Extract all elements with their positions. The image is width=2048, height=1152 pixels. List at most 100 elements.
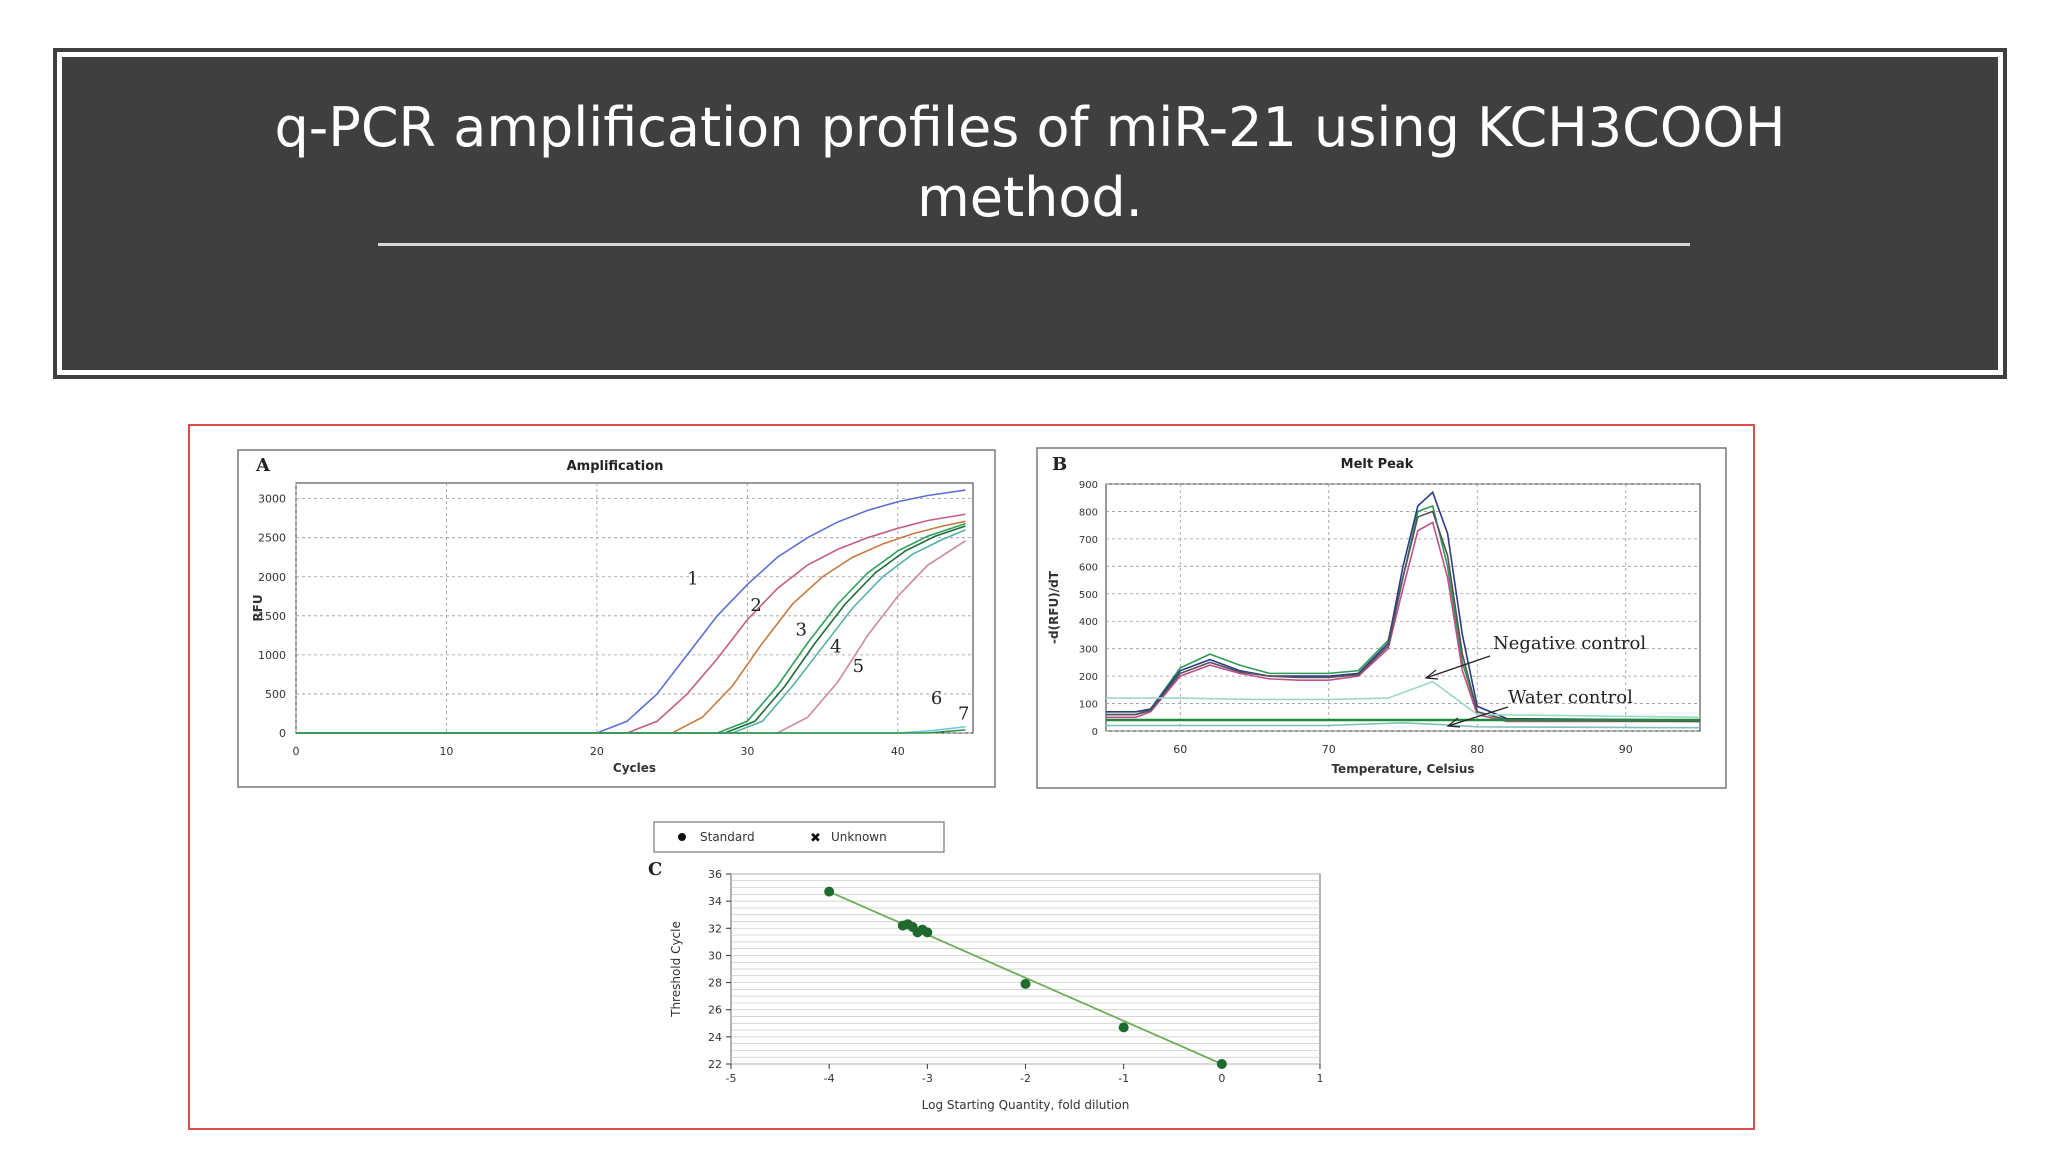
panel-a-xtick-label: 10 <box>439 745 453 758</box>
panel-a-series-line <box>296 513 966 734</box>
panel-b-ylabel: -d(RFU)/dT <box>1047 570 1061 644</box>
panel-b-xtick-label: 80 <box>1470 743 1484 756</box>
panel-c-data-point <box>1216 1059 1227 1069</box>
slide-title: q-PCR amplification profiles of miR-21 u… <box>62 93 1998 233</box>
panel-a-curve-label: 1 <box>687 569 698 590</box>
panel-b-series-line <box>1106 504 1700 721</box>
panel-a-ytick-label: 1500 <box>258 610 286 623</box>
panel-c-ytick-label: 28 <box>708 977 722 990</box>
panel-c-ytick-label: 22 <box>708 1058 722 1071</box>
panel-c-ylabel: Threshold Cycle <box>669 921 683 1018</box>
panel-a-ylabel: RFU <box>251 594 265 621</box>
panel-b-ytick-label: 600 <box>1079 562 1098 573</box>
panel-b-xtick-label: 70 <box>1322 743 1336 756</box>
panel-c-legend-box <box>653 821 945 853</box>
panel-a-xtick-label: 40 <box>891 745 905 758</box>
panel-c-ytick-label: 24 <box>708 1031 722 1044</box>
panel-b-ytick-label: 500 <box>1079 590 1098 601</box>
panel-a-curve-label: 6 <box>931 688 942 709</box>
title-banner: q-PCR amplification profiles of miR-21 u… <box>53 48 2007 379</box>
panel-a-ytick-label: 2500 <box>258 532 286 545</box>
panel-b: B Melt Peak 0 100 200 300 400 500 600 700 800 900 60… <box>1036 447 1727 789</box>
panel-a-xtick-label: 0 <box>293 745 300 758</box>
panel-c-ytick-label: 26 <box>708 1004 722 1017</box>
panel-b-label: B <box>1052 454 1067 475</box>
panel-b-arrowhead-water <box>1446 717 1461 728</box>
panel-c-label: C <box>648 859 662 880</box>
panel-a-ytick-label: 2000 <box>258 571 286 584</box>
title-underline <box>378 243 1690 246</box>
panel-c-legend-standard-label: Standard <box>700 830 755 844</box>
panel-c-xtick-label: -5 <box>726 1072 737 1085</box>
panel-b-ytick-label: 700 <box>1079 535 1098 546</box>
panel-a-series-line <box>296 729 966 734</box>
panel-a-ytick-label: 3000 <box>258 493 286 506</box>
panel-c-data-point <box>824 886 835 897</box>
panel-b-annotation-negative-control: Negative control <box>1493 633 1646 654</box>
panel-b-arrowhead-negative <box>1424 669 1439 680</box>
panel-b-ytick-label: 800 <box>1079 507 1098 518</box>
panel-c-xtick-label: -3 <box>922 1072 933 1085</box>
panel-a-series-line <box>296 522 966 734</box>
panel-b-annotation-water-control: Water control <box>1508 687 1633 708</box>
slide-title-line1: q-PCR amplification profiles of miR-21 u… <box>274 96 1786 159</box>
panel-c-legend-standard-marker <box>678 833 686 841</box>
panel-a-curve-label: 2 <box>750 595 761 616</box>
panel-b-xtick-label: 90 <box>1619 743 1633 756</box>
panel-a-ytick-label: 1000 <box>258 649 286 662</box>
panel-b-series-line <box>1106 521 1700 723</box>
panel-c-xtick-label: -4 <box>824 1072 835 1085</box>
panel-b-series-line <box>1106 721 1701 729</box>
panel-c-data-point <box>1118 1022 1129 1033</box>
panel-b-arrow-negative <box>1425 655 1491 679</box>
panel-c-fit-line <box>828 890 1223 1065</box>
panel-a-xtick-label: 30 <box>740 745 754 758</box>
panel-c-ytick-label: 36 <box>708 868 722 881</box>
panel-b-series-line <box>1106 680 1701 719</box>
panel-b-xtick-label: 60 <box>1173 743 1187 756</box>
panel-a-series-line <box>296 489 966 734</box>
slide-title-line2: method. <box>917 166 1143 229</box>
panel-b-ytick-label: 100 <box>1079 700 1098 711</box>
panel-a-series-line <box>296 525 966 734</box>
panel-c-ytick-label: 30 <box>708 949 722 962</box>
panel-c-data-point <box>922 927 933 938</box>
panel-b-ytick-label: 300 <box>1079 645 1098 656</box>
panel-b-series-line <box>1106 490 1701 721</box>
panel-c-xtick-label: 1 <box>1317 1072 1324 1085</box>
panel-a-curve-label: 3 <box>795 619 806 640</box>
panel-a-series-line <box>296 529 966 734</box>
panel-b-ytick-label: 200 <box>1079 672 1098 683</box>
panel-c-xtick-label: -1 <box>1118 1072 1129 1085</box>
panel-a-ytick-label: 0 <box>279 727 286 740</box>
panel-a-curve-label: 7 <box>958 704 969 725</box>
panel-c-ytick-label: 34 <box>708 895 722 908</box>
panel-a-series-line <box>296 520 966 734</box>
panel-b-xlabel: Temperature, Celsius <box>1331 762 1474 776</box>
panel-a-curve-label: 5 <box>853 656 864 677</box>
panel-a-xtick-label: 20 <box>590 745 604 758</box>
panel-a-ytick-label: 500 <box>265 688 286 701</box>
panel-c-xtick-label: 0 <box>1218 1072 1225 1085</box>
panel-a: A Amplification 0 500 1000 1500 2000 2500 3000 0 1… <box>237 449 996 788</box>
panel-b-title: Melt Peak <box>1341 457 1414 472</box>
panel-b-ytick-label: 0 <box>1092 727 1098 738</box>
panel-b-ytick-label: 900 <box>1079 480 1098 491</box>
title-banner-fill: q-PCR amplification profiles of miR-21 u… <box>62 57 1998 370</box>
panel-a-frame <box>237 449 996 788</box>
panel-a-series-line <box>296 540 966 734</box>
panel-b-arrow-water <box>1447 706 1509 727</box>
panel-c-legend-unknown-label: Unknown <box>831 830 887 844</box>
panel-c-ytick-label: 32 <box>708 922 722 935</box>
panel-c-data-point <box>1020 978 1031 989</box>
panel-c-xtick-label: -2 <box>1020 1072 1031 1085</box>
panel-a-label: A <box>255 455 271 476</box>
panel-b-ytick-label: 400 <box>1079 617 1098 628</box>
panel-b-frame <box>1036 447 1727 789</box>
panel-c: Standard ✖ Unknown C 22 24 26 28 30 32 34 36 -5 -4 -3 -… <box>648 821 1324 1112</box>
panel-b-series-line <box>1106 510 1701 723</box>
panel-c-legend-unknown-marker: ✖ <box>810 831 821 846</box>
panel-a-title: Amplification <box>567 459 664 474</box>
panel-c-xlabel: Log Starting Quantity, fold dilution <box>922 1098 1130 1112</box>
